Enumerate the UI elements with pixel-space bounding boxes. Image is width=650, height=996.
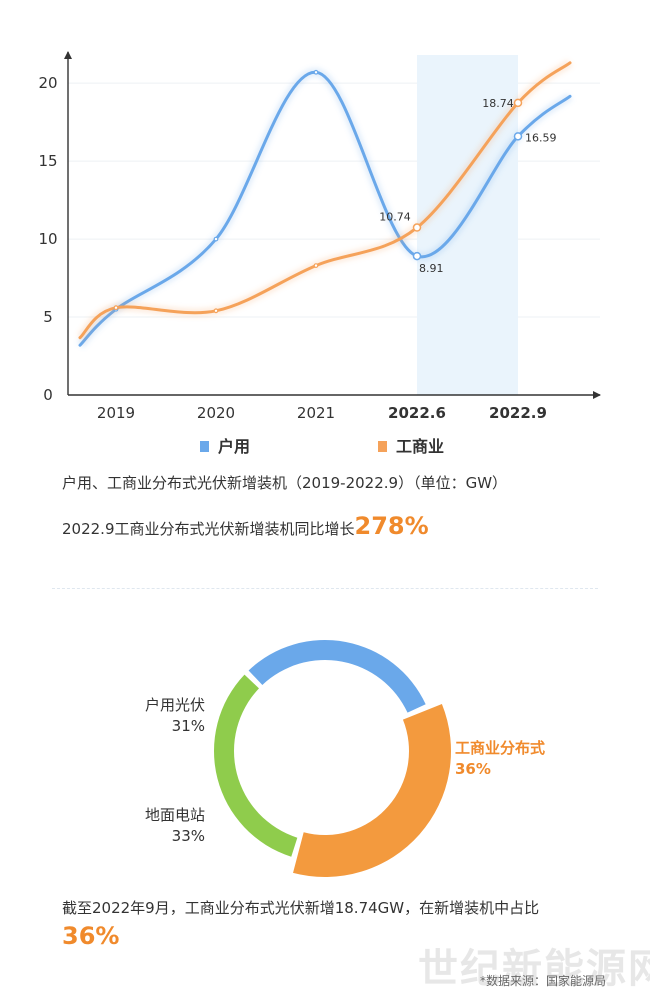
chart-caption: 户用、工商业分布式光伏新增装机（2019-2022.9）（单位：GW） <box>62 474 508 492</box>
donut-chart: 户用光伏 31% 工商业分布式 36% 地面电站 33% <box>145 639 545 877</box>
data-source: *数据来源：国家能源局 <box>480 974 607 988</box>
legend-swatch <box>200 441 209 452</box>
y-tick-labels: 0 5 10 15 20 <box>38 74 57 404</box>
data-point <box>412 251 422 261</box>
data-point <box>213 236 219 242</box>
highlight-band <box>417 55 518 395</box>
data-label: 16.59 <box>525 131 557 144</box>
data-point <box>313 69 319 75</box>
share-value: 36% <box>62 922 120 950</box>
y-tick-label: 10 <box>38 230 57 248</box>
grid-lines <box>68 82 600 318</box>
slice-ground-station <box>214 674 298 857</box>
donut-percent-label: 33% <box>172 827 205 845</box>
slice-household-pv <box>248 639 426 713</box>
section-divider <box>52 588 598 589</box>
series-line-commercial <box>78 61 572 340</box>
x-tick-label: 2019 <box>97 404 135 422</box>
legend: 户用 工商业 <box>200 437 444 456</box>
donut-percent-label: 31% <box>172 717 205 735</box>
axes <box>64 51 601 399</box>
share-caption: 截至2022年9月，工商业分布式光伏新增18.74GW，在新增装机中占比 36% <box>62 894 592 953</box>
x-tick-label: 2020 <box>197 404 235 422</box>
x-tick-labels: 2019 2020 2021 2022.6 2022.9 <box>97 404 547 422</box>
y-tick-label: 15 <box>38 152 57 170</box>
x-tick-label: 2022.9 <box>489 404 547 422</box>
legend-swatch <box>378 441 387 452</box>
legend-label: 工商业 <box>396 437 444 456</box>
series-line-household <box>78 70 572 347</box>
growth-caption: 2022.9工商业分布式光伏新增装机同比增长278% <box>62 512 429 540</box>
x-axis-arrow <box>593 391 601 399</box>
legend-label: 户用 <box>218 437 250 456</box>
donut-category-label: 地面电站 <box>145 806 205 824</box>
donut-labels: 户用光伏 31% 工商业分布式 36% 地面电站 33% <box>145 696 545 845</box>
data-point <box>213 308 219 314</box>
x-tick-label: 2022.6 <box>388 404 446 422</box>
data-points <box>113 69 523 314</box>
donut-category-label: 工商业分布式 <box>455 739 545 757</box>
watermark-logo: 世纪新能源网 <box>418 945 650 992</box>
data-point <box>513 98 523 108</box>
data-point <box>412 223 422 232</box>
y-tick-label: 20 <box>38 74 57 92</box>
line-chart: 0 5 10 15 20 2019 2020 2021 2022.6 2022.9 8.91 16… <box>38 51 601 456</box>
donut-percent-label: 36% <box>455 760 491 778</box>
series-lines <box>76 59 573 349</box>
slice-commercial-distributed <box>293 704 452 877</box>
data-point <box>113 305 119 311</box>
growth-value: 278% <box>354 512 429 540</box>
data-label: 10.74 <box>379 211 411 224</box>
data-labels: 8.91 16.59 10.74 18.74 <box>379 97 556 275</box>
data-label: 8.91 <box>419 262 444 275</box>
donut-slices <box>214 639 452 877</box>
y-axis-arrow <box>64 51 72 59</box>
donut-category-label: 户用光伏 <box>145 696 205 714</box>
x-tick-label: 2021 <box>297 404 335 422</box>
share-caption-text: 截至2022年9月，工商业分布式光伏新增18.74GW，在新增装机中占比 <box>62 899 540 917</box>
data-label: 18.74 <box>482 97 514 110</box>
data-point <box>313 263 319 268</box>
growth-caption-text: 2022.9工商业分布式光伏新增装机同比增长 <box>62 520 355 538</box>
y-tick-label: 0 <box>43 386 53 404</box>
data-point <box>513 132 523 141</box>
y-tick-label: 5 <box>43 308 53 326</box>
